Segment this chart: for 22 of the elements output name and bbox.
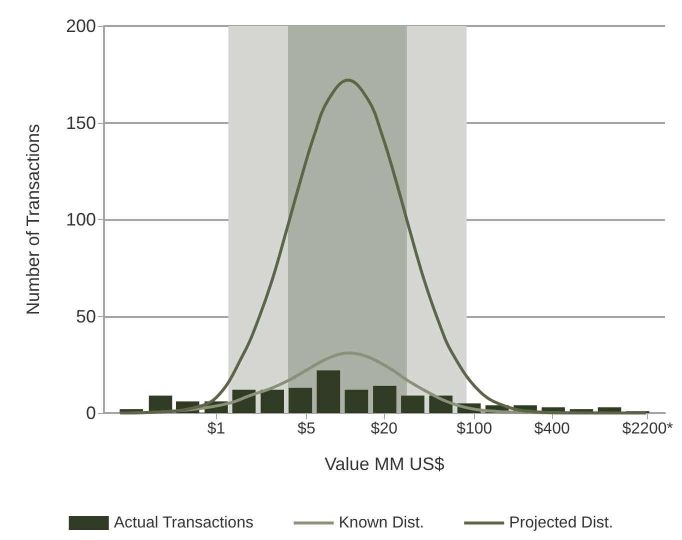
x-tick-label: $400 <box>534 420 570 438</box>
x-tick-label: $1 <box>207 420 226 438</box>
y-tick-label: 100 <box>66 210 96 230</box>
x-axis-title: Value MM US$ <box>324 454 444 474</box>
bar <box>401 396 424 413</box>
y-axis-title: Number of Transactions <box>23 124 43 316</box>
bar <box>288 388 312 413</box>
y-tick-label: 150 <box>66 112 96 133</box>
x-tick-label: $2200* <box>622 420 673 438</box>
x-tick-label: $20 <box>370 420 398 438</box>
y-tick-label: 200 <box>66 16 96 36</box>
bar <box>373 386 396 413</box>
legend-label: Known Dist. <box>338 514 424 532</box>
legend-label: Projected Dist. <box>509 514 614 532</box>
x-tick-label: $5 <box>298 420 316 438</box>
bar <box>344 390 368 413</box>
legend-label: Actual Transactions <box>114 514 254 532</box>
bar <box>316 370 340 413</box>
y-tick-label: 0 <box>86 403 96 423</box>
y-tick-label: 50 <box>76 306 96 326</box>
x-tick-label: $100 <box>456 420 492 438</box>
bar <box>260 390 284 413</box>
